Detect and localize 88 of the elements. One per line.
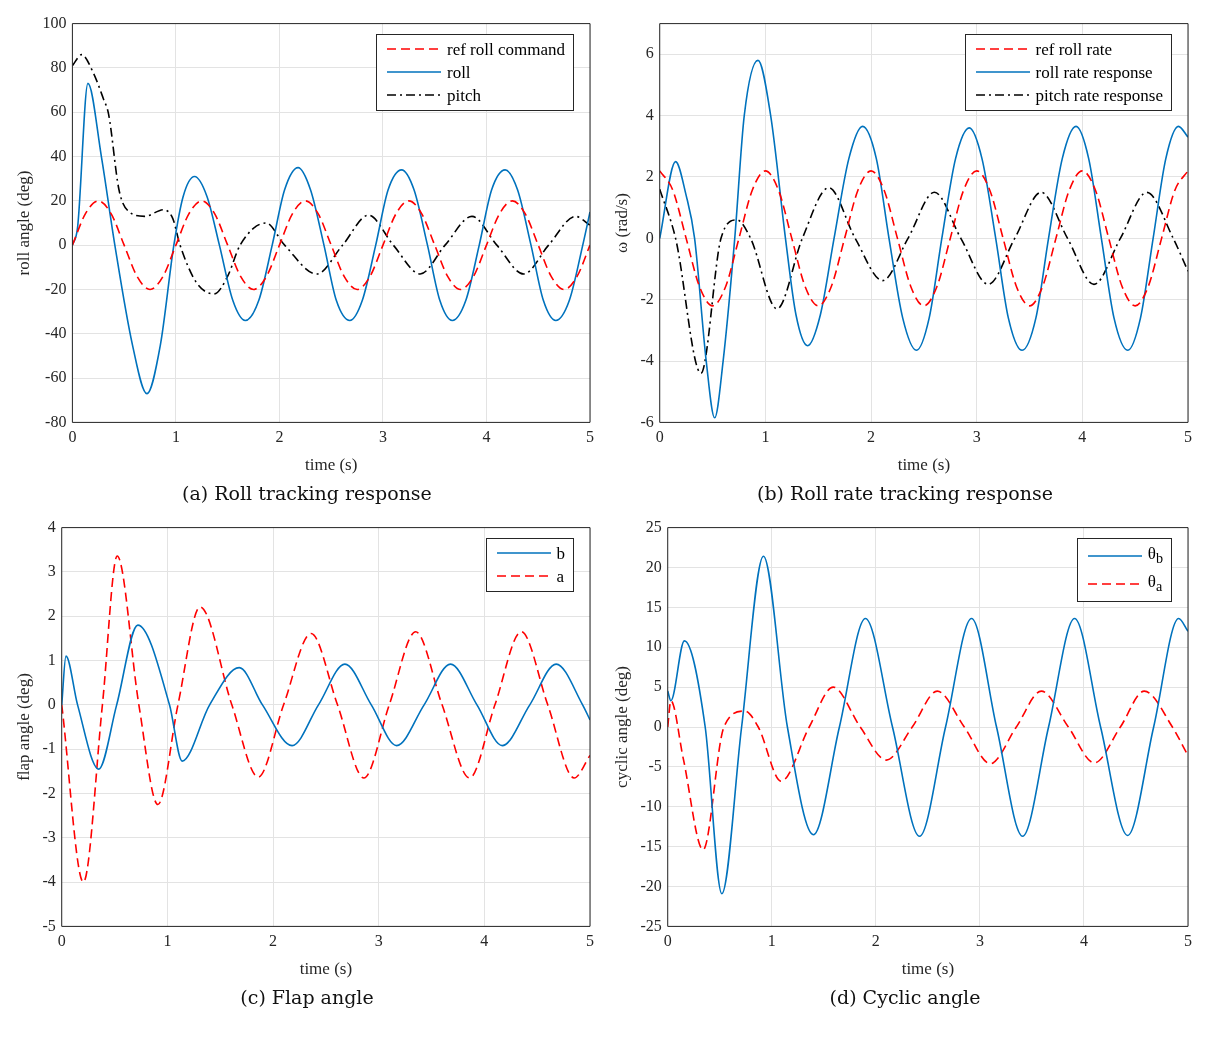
y-tick-label: 15 [645, 597, 662, 615]
y-tick-label: 0 [653, 717, 662, 735]
x-tick-label: 3 [378, 428, 387, 446]
y-tick-label: -1 [42, 739, 56, 757]
y-tick-label: -4 [640, 351, 654, 369]
y-tick-label: -5 [648, 757, 662, 775]
line-series [659, 186, 1188, 375]
y-tick-label: -10 [640, 796, 662, 814]
y-tick-label: 20 [50, 191, 67, 209]
y-axis-title: flap angle (deg) [13, 673, 33, 781]
x-axis-title: time (s) [299, 959, 353, 979]
x-tick-label: 4 [480, 932, 489, 950]
x-tick-label: 1 [761, 428, 770, 446]
line-series [659, 59, 1188, 419]
legend-label: pitch rate response [1035, 84, 1163, 107]
y-tick-label: 25 [645, 517, 662, 535]
y-tick-label: -4 [42, 872, 56, 890]
legend-label: ref roll rate [1035, 38, 1112, 61]
x-tick-label: 3 [975, 932, 984, 950]
x-tick-label: 4 [482, 428, 491, 446]
x-tick-label: 5 [586, 932, 594, 950]
x-tick-label: 2 [269, 932, 278, 950]
x-tick-label: 3 [972, 428, 981, 446]
line-series [72, 82, 590, 395]
legend-label: θ$_{b}$ [1147, 542, 1163, 568]
legend-label: θ$_{a}$ [1147, 571, 1163, 597]
y-tick-label: -20 [45, 279, 67, 297]
legend-label: a [556, 565, 565, 588]
y-tick-label: -3 [42, 827, 56, 845]
x-tick-label: 1 [163, 932, 172, 950]
y-tick-label: -25 [640, 916, 662, 934]
y-tick-label: -15 [640, 836, 662, 854]
text: (b) Roll rate tracking response [756, 482, 1054, 504]
line-series [72, 53, 590, 295]
y-axis-title: ω (rad/s) [611, 193, 631, 253]
x-tick-label: 5 [586, 428, 594, 446]
y-tick-label: -2 [640, 289, 654, 307]
y-tick-label: -6 [640, 412, 654, 430]
x-axis-title: time (s) [901, 959, 955, 979]
line-series [667, 686, 1188, 851]
y-tick-label: 3 [47, 562, 56, 580]
x-axis-title: time (s) [897, 455, 951, 475]
x-tick-label: 2 [871, 932, 880, 950]
x-tick-label: 4 [1078, 428, 1087, 446]
y-tick-label: -20 [640, 876, 662, 894]
y-tick-label: 6 [645, 44, 654, 62]
text: (d) Cyclic angle [828, 986, 982, 1008]
legend-label: roll [446, 61, 471, 84]
y-tick-label: 0 [645, 228, 654, 246]
line-series [72, 200, 590, 291]
y-axis-title: roll angle (deg) [13, 170, 33, 276]
y-tick-label: -5 [42, 916, 56, 934]
y-tick-label: 0 [58, 235, 67, 253]
x-tick-label: 2 [275, 428, 284, 446]
y-tick-label: -2 [42, 783, 56, 801]
text: (c) Flap angle [239, 986, 375, 1008]
y-tick-label: 40 [50, 146, 67, 164]
y-tick-label: 2 [47, 606, 56, 624]
x-tick-label: 3 [374, 932, 383, 950]
y-tick-label: -40 [45, 323, 67, 341]
x-tick-label: 1 [171, 428, 180, 446]
y-tick-label: 2 [645, 167, 654, 185]
y-tick-label: 20 [645, 557, 662, 575]
line-series [61, 624, 590, 770]
y-tick-label: 80 [50, 58, 67, 76]
x-tick-label: 1 [767, 932, 776, 950]
y-tick-label: 0 [47, 695, 56, 713]
y-tick-label: -80 [45, 412, 67, 430]
legend-label: b [556, 542, 565, 565]
line-series [659, 170, 1188, 307]
x-tick-label: 4 [1079, 932, 1088, 950]
legend-label: roll rate response [1035, 61, 1153, 84]
legend-label: pitch [446, 84, 481, 107]
x-tick-label: 5 [1184, 428, 1192, 446]
y-tick-label: 60 [50, 102, 67, 120]
legend-label: ref roll command [446, 38, 565, 61]
y-tick-label: 4 [47, 517, 56, 535]
x-axis-title: time (s) [305, 455, 358, 475]
y-tick-label: 5 [653, 677, 662, 695]
y-axis-title: cyclic angle (deg) [611, 666, 631, 788]
y-tick-label: 1 [47, 650, 56, 668]
y-tick-label: -60 [45, 368, 67, 386]
text: (a) Roll tracking response [181, 482, 433, 504]
x-tick-label: 5 [1184, 932, 1192, 950]
y-tick-label: 100 [42, 13, 67, 31]
y-tick-label: 10 [645, 637, 662, 655]
x-tick-label: 2 [867, 428, 876, 446]
y-tick-label: 4 [645, 105, 654, 123]
